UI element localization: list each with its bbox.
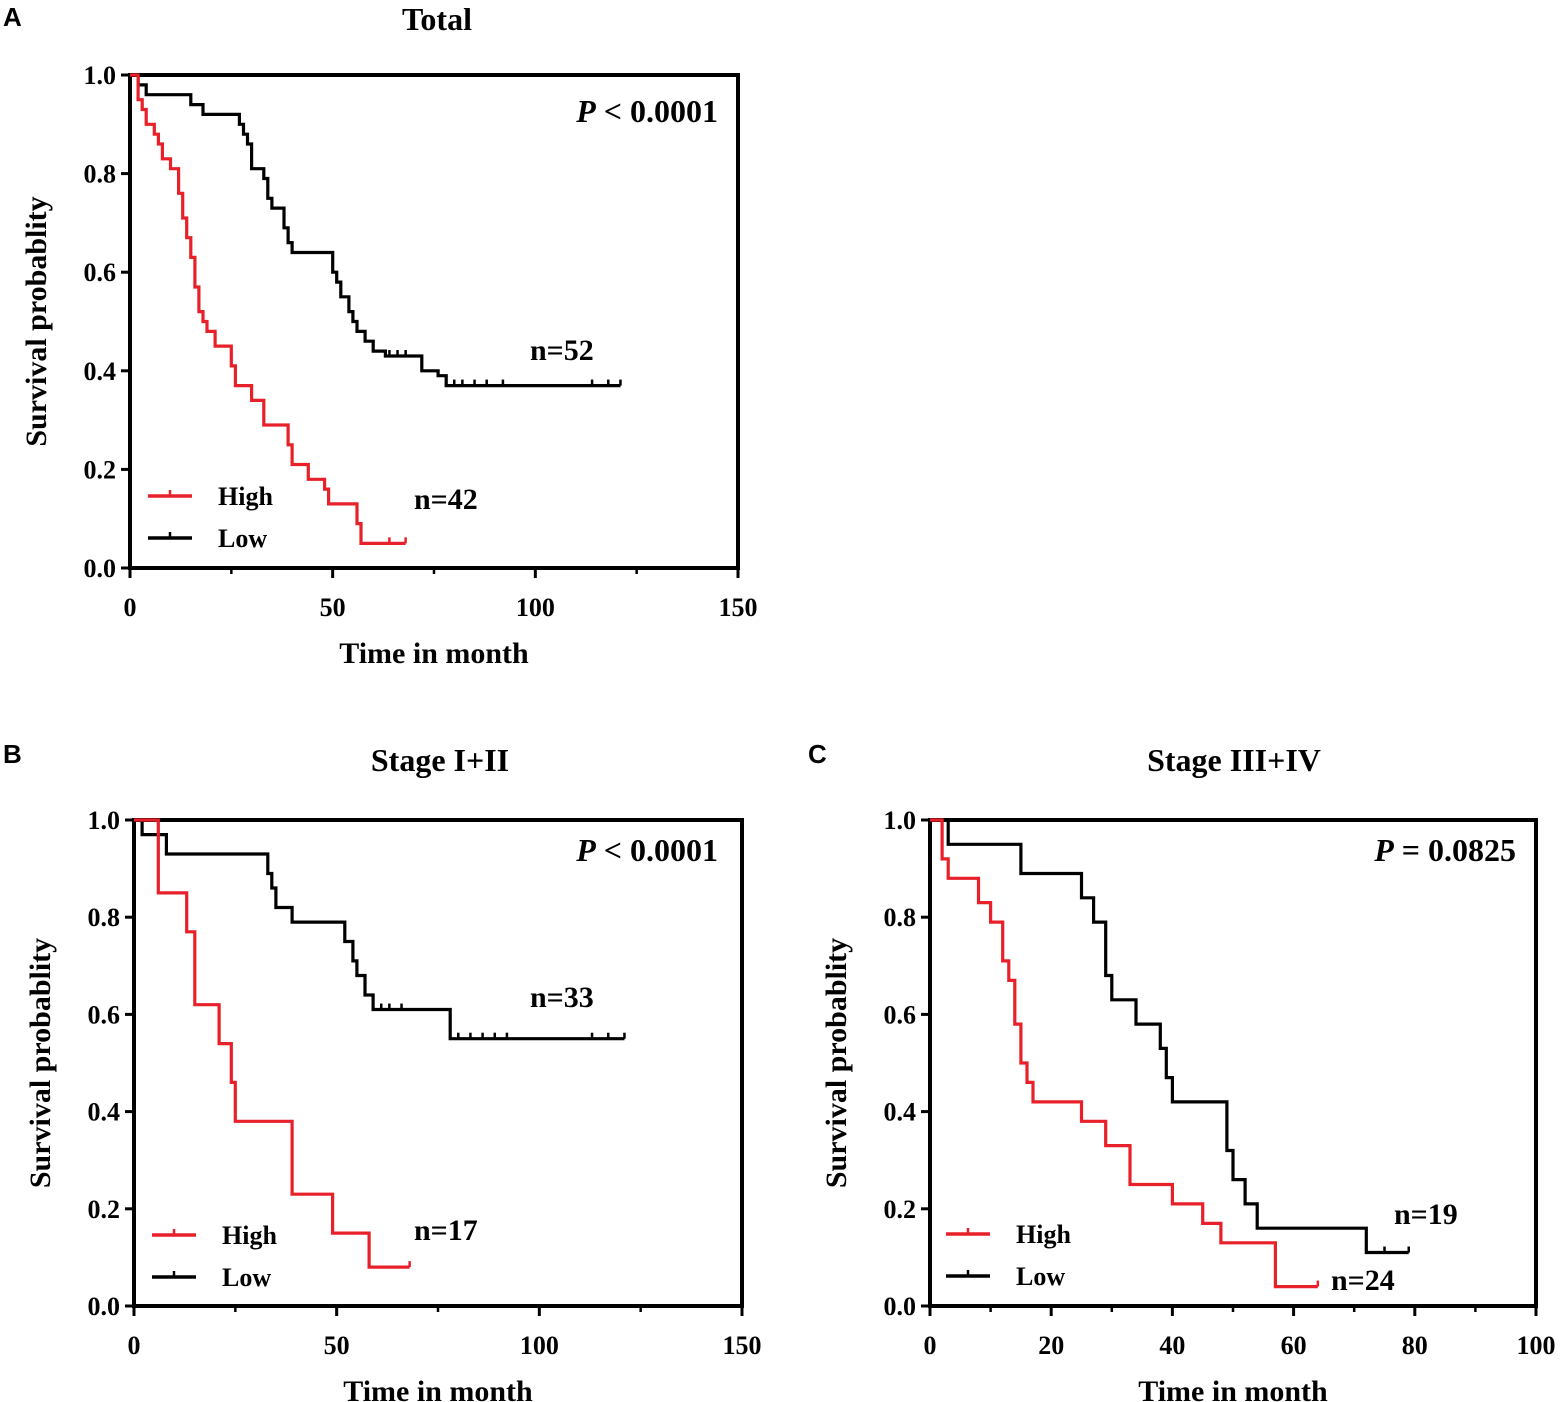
chart-c-y-tick-label: 0.2: [884, 1195, 917, 1224]
chart-b-y-axis-label: Survival probablity: [24, 938, 57, 1188]
legend-label-low: Low: [1016, 1262, 1065, 1291]
chart-c-x-tick-label: 60: [1281, 1331, 1307, 1360]
legend-label-high: High: [218, 482, 273, 511]
chart-a-x-tick-label: 150: [719, 593, 758, 622]
chart-a-y-tick-label: 0.4: [84, 357, 117, 386]
chart-b-x-tick-label: 150: [723, 1331, 762, 1360]
chart-b-title: Stage I+II: [371, 742, 509, 778]
chart-b-y-tick-label: 1.0: [88, 806, 121, 835]
chart-c-curve-high: [930, 818, 1318, 1289]
legend-label-high: High: [1016, 1220, 1071, 1249]
chart-c-n-label-high: n=24: [1331, 1264, 1395, 1297]
chart-c-n-label-low: n=19: [1394, 1198, 1458, 1231]
chart-a-p-value: P < 0.0001: [575, 93, 718, 129]
chart-b-y-tick-label: 0.2: [88, 1195, 121, 1224]
chart-a-x-tick-label: 100: [516, 593, 555, 622]
legend-label-high: High: [222, 1221, 277, 1250]
chart-c-x-tick-label: 100: [1517, 1331, 1556, 1360]
chart-b-y-tick-label: 0.0: [88, 1292, 121, 1321]
chart-a-y-tick-label: 0.2: [84, 455, 117, 484]
chart-b-p-value: P < 0.0001: [575, 832, 718, 868]
chart-a-title: Total: [402, 1, 472, 37]
chart-a-curve-high: [130, 73, 406, 545]
chart-a-y-tick-label: 0.0: [84, 554, 117, 583]
chart-a-y-axis-label: Survival probablity: [20, 196, 53, 446]
legend-label-low: Low: [218, 524, 267, 553]
chart-c-x-axis-label: Time in month: [1138, 1375, 1328, 1402]
chart-c-x-tick-label: 0: [924, 1331, 937, 1360]
chart-c-p-text: = 0.0825: [1394, 832, 1516, 868]
survival-chart-total: Total 0.0 0.2 0.4 0.6 0.8 1.0 0 50 100 150 Time in …: [20, 1, 758, 670]
panel-label-c: C: [808, 739, 827, 769]
chart-c-y-tick-label: 0.4: [884, 1098, 917, 1127]
chart-a-x-tick-label: 0: [124, 593, 137, 622]
chart-a-n-label-high: n=42: [414, 483, 478, 516]
chart-b-n-label-high: n=17: [414, 1214, 478, 1247]
chart-c-x-tick-label: 80: [1402, 1331, 1428, 1360]
chart-a-curve-low: [130, 73, 621, 388]
chart-b-x-tick-label: 0: [128, 1331, 141, 1360]
chart-b-curve-high: [134, 818, 410, 1269]
chart-b-x-tick-label: 100: [520, 1331, 559, 1360]
chart-b-y-tick-label: 0.8: [88, 903, 121, 932]
panel-label-a: A: [3, 2, 22, 32]
survival-chart-stage-i-ii: Stage I+II 0.0 0.2 0.4 0.6 0.8 1.0 0 50 100 150 Tim…: [24, 742, 762, 1402]
chart-c-y-axis-label: Survival probablity: [820, 938, 853, 1188]
chart-b-n-label-low: n=33: [530, 981, 594, 1014]
chart-a-p-text: < 0.0001: [596, 93, 718, 129]
chart-b-curve-low: [134, 818, 625, 1041]
chart-c-x-tick-label: 40: [1159, 1331, 1185, 1360]
chart-a-y-tick-label: 1.0: [84, 61, 117, 90]
chart-c-p-value: P = 0.0825: [1373, 832, 1516, 868]
chart-b-x-tick-label: 50: [324, 1331, 350, 1360]
chart-c-y-tick-label: 0.6: [884, 1000, 917, 1029]
legend-label-low: Low: [222, 1263, 271, 1292]
chart-b-y-tick-label: 0.4: [88, 1098, 121, 1127]
chart-c-title: Stage III+IV: [1147, 742, 1321, 778]
chart-c-curve-low: [930, 818, 1409, 1255]
chart-c-p-symbol: P: [1373, 832, 1394, 868]
chart-a-x-tick-label: 50: [320, 593, 346, 622]
panel-label-b: B: [3, 739, 22, 769]
chart-b-x-axis-label: Time in month: [343, 1375, 533, 1402]
chart-c-y-tick-label: 1.0: [884, 806, 917, 835]
chart-a-p-symbol: P: [575, 93, 596, 129]
chart-b-y-tick-label: 0.6: [88, 1000, 121, 1029]
survival-chart-stage-iii-iv: Stage III+IV 0.0 0.2 0.4 0.6 0.8 1.0 0 20 40 60 80 1…: [820, 742, 1556, 1402]
chart-a-y-tick-label: 0.8: [84, 160, 117, 189]
chart-c-x-tick-label: 20: [1038, 1331, 1064, 1360]
chart-b-p-symbol: P: [575, 832, 596, 868]
chart-a-y-tick-label: 0.6: [84, 258, 117, 287]
chart-b-p-text: < 0.0001: [596, 832, 718, 868]
chart-c-y-tick-label: 0.0: [884, 1292, 917, 1321]
chart-a-x-axis-label: Time in month: [339, 637, 529, 670]
chart-a-n-label-low: n=52: [530, 334, 594, 367]
chart-c-y-tick-label: 0.8: [884, 903, 917, 932]
